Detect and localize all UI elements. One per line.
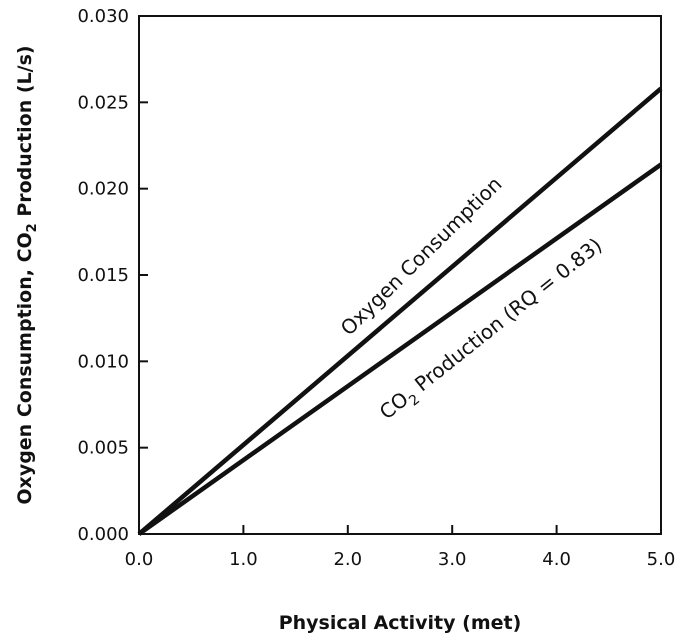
y-tick-label: 0.005 bbox=[77, 438, 129, 459]
y-tick-label: 0.010 bbox=[77, 351, 129, 372]
x-tick-label: 4.0 bbox=[542, 549, 571, 570]
y-axis-ticks: 0.000 0.005 0.010 0.015 0.020 0.025 0.030 bbox=[77, 6, 148, 545]
y-tick-label: 0.025 bbox=[77, 92, 129, 113]
oxygen-consumption-line bbox=[137, 86, 663, 536]
y-tick-label: 0.020 bbox=[77, 179, 129, 200]
series-lines bbox=[137, 86, 663, 536]
x-axis-title: Physical Activity (met) bbox=[279, 612, 522, 634]
x-tick-label: 0.0 bbox=[125, 549, 154, 570]
y-tick-label: 0.000 bbox=[77, 524, 129, 545]
y-tick-label: 0.030 bbox=[77, 6, 129, 27]
y-tick-label: 0.015 bbox=[77, 265, 129, 286]
x-axis-ticks: 0.0 1.0 2.0 3.0 4.0 5.0 bbox=[125, 525, 676, 570]
x-tick-label: 1.0 bbox=[229, 549, 258, 570]
x-tick-label: 5.0 bbox=[647, 549, 676, 570]
x-tick-label: 2.0 bbox=[333, 549, 362, 570]
series-label-oxygen-consumption: Oxygen Consumption bbox=[336, 172, 507, 340]
co2-production-line bbox=[137, 162, 663, 536]
x-tick-label: 3.0 bbox=[438, 549, 467, 570]
y-axis-title: Oxygen Consumption, CO2 Production (L/s) bbox=[14, 45, 40, 504]
